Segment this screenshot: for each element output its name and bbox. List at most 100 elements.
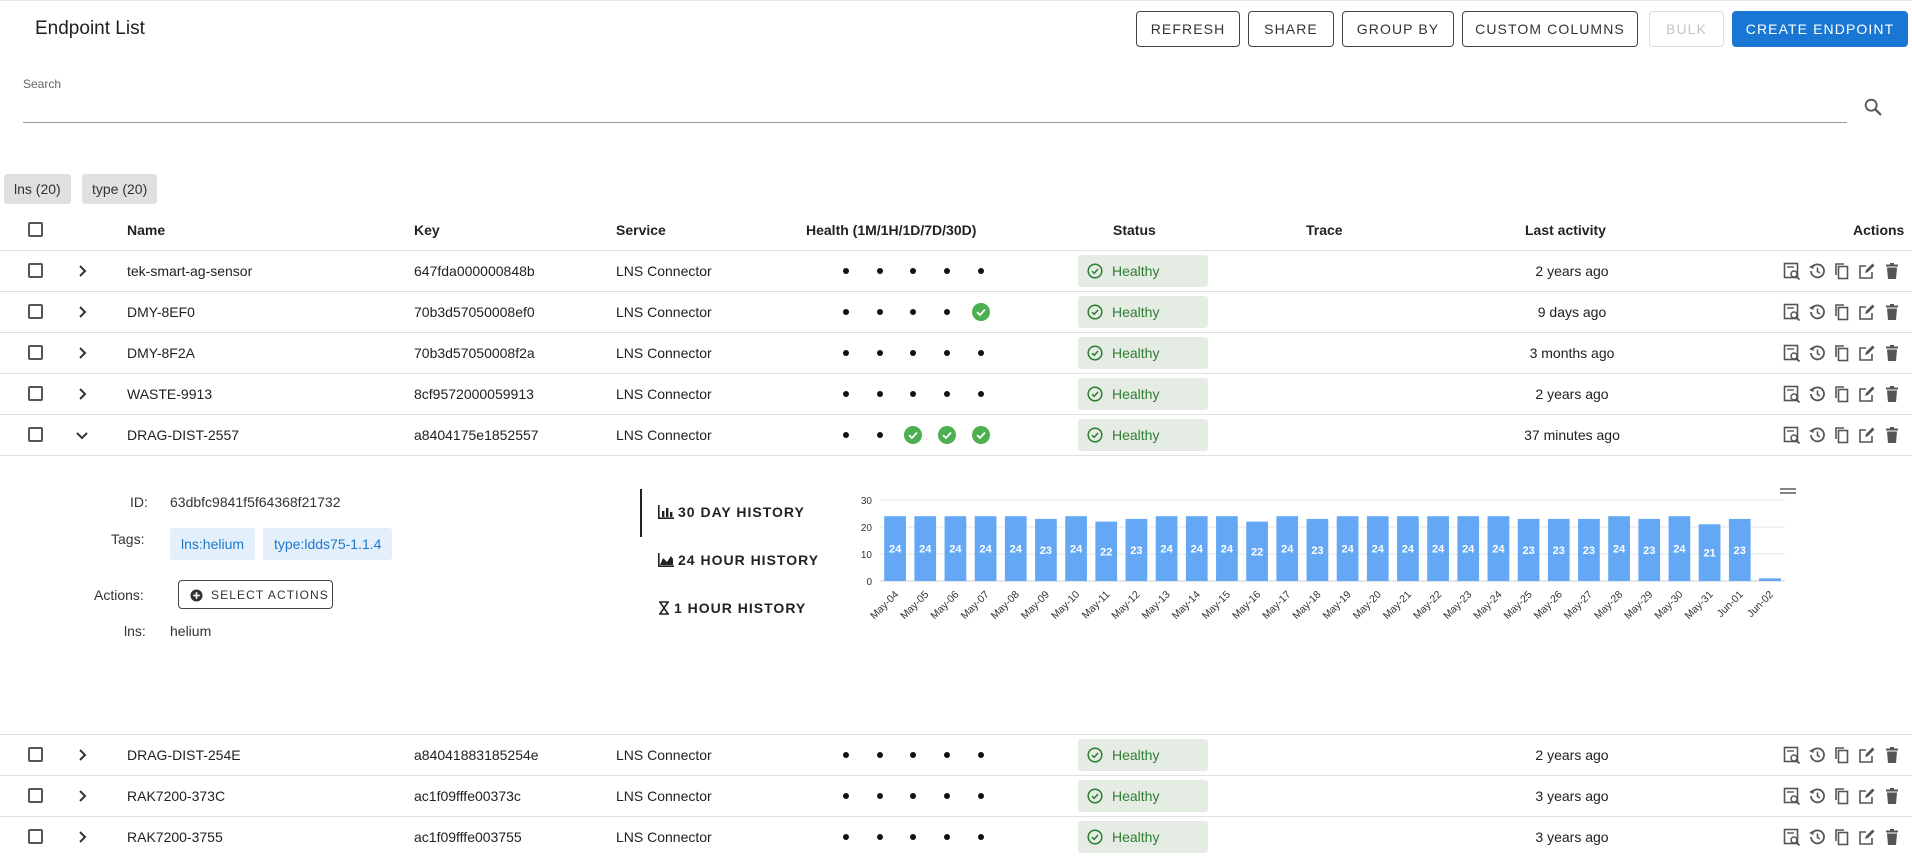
endpoint-name[interactable]: DMY-8EF0: [127, 304, 195, 320]
table-row[interactable]: DMY-8EF0 70b3d57050008ef0 LNS Connector …: [0, 292, 1912, 333]
copy-icon[interactable]: [1832, 343, 1852, 363]
table-row[interactable]: RAK7200-3755 ac1f09fffe003755 LNS Connec…: [0, 817, 1912, 857]
edit-icon[interactable]: [1857, 343, 1877, 363]
chevron-right-icon[interactable]: [74, 263, 90, 279]
endpoint-name[interactable]: RAK7200-3755: [127, 829, 223, 845]
inspect-icon[interactable]: [1782, 786, 1802, 806]
col-name[interactable]: Name: [127, 221, 166, 238]
filter-chip-lns[interactable]: lns (20): [4, 174, 71, 204]
col-health[interactable]: Health (1M/1H/1D/7D/30D): [806, 221, 977, 238]
table-row[interactable]: DRAG-DIST-2557 a8404175e1852557 LNS Conn…: [0, 415, 1912, 456]
edit-icon[interactable]: [1857, 745, 1877, 765]
filter-chip-type[interactable]: type (20): [82, 174, 158, 204]
chart-menu-icon[interactable]: [1780, 484, 1796, 494]
x-tick-label: May-22: [1411, 589, 1444, 622]
chevron-right-icon[interactable]: [74, 829, 90, 845]
delete-icon[interactable]: [1882, 425, 1902, 445]
inspect-icon[interactable]: [1782, 745, 1802, 765]
col-service[interactable]: Service: [616, 221, 666, 238]
history-icon[interactable]: [1807, 425, 1827, 445]
col-last-activity[interactable]: Last activity: [1525, 221, 1606, 238]
tab-1-hour-history[interactable]: 1 HOUR HISTORY: [658, 600, 806, 616]
history-icon[interactable]: [1807, 786, 1827, 806]
col-trace[interactable]: Trace: [1306, 221, 1343, 238]
edit-icon[interactable]: [1857, 384, 1877, 404]
inspect-icon[interactable]: [1782, 302, 1802, 322]
history-icon[interactable]: [1807, 745, 1827, 765]
edit-icon[interactable]: [1857, 261, 1877, 281]
search-input[interactable]: [23, 92, 1847, 122]
row-checkbox[interactable]: [28, 427, 43, 442]
endpoint-name[interactable]: RAK7200-373C: [127, 788, 226, 804]
inspect-icon[interactable]: [1782, 384, 1802, 404]
edit-icon[interactable]: [1857, 786, 1877, 806]
custom-columns-button[interactable]: CUSTOM COLUMNS: [1462, 11, 1638, 47]
row-checkbox[interactable]: [28, 747, 43, 762]
tab-24-hour-history[interactable]: 24 HOUR HISTORY: [658, 552, 819, 568]
endpoint-name[interactable]: DRAG-DIST-2557: [127, 427, 240, 443]
endpoint-name[interactable]: DMY-8F2A: [127, 345, 195, 361]
delete-icon[interactable]: [1882, 384, 1902, 404]
delete-icon[interactable]: [1882, 827, 1902, 847]
bulk-button[interactable]: BULK: [1649, 11, 1724, 47]
chevron-down-icon[interactable]: [74, 427, 90, 443]
chevron-right-icon[interactable]: [74, 345, 90, 361]
endpoint-name[interactable]: WASTE-9913: [127, 386, 213, 402]
edit-icon[interactable]: [1857, 827, 1877, 847]
copy-icon[interactable]: [1832, 786, 1852, 806]
copy-icon[interactable]: [1832, 745, 1852, 765]
row-checkbox[interactable]: [28, 263, 43, 278]
copy-icon[interactable]: [1832, 827, 1852, 847]
table-row[interactable]: DRAG-DIST-254E a84041883185254e LNS Conn…: [0, 735, 1912, 776]
chevron-right-icon[interactable]: [74, 304, 90, 320]
history-icon[interactable]: [1807, 827, 1827, 847]
delete-icon[interactable]: [1882, 786, 1902, 806]
endpoint-name[interactable]: tek-smart-ag-sensor: [127, 263, 253, 279]
col-key[interactable]: Key: [414, 221, 440, 238]
row-checkbox[interactable]: [28, 386, 43, 401]
edit-icon[interactable]: [1857, 425, 1877, 445]
history-icon[interactable]: [1807, 261, 1827, 281]
share-button[interactable]: SHARE: [1248, 11, 1334, 47]
inspect-icon[interactable]: [1782, 827, 1802, 847]
history-icon[interactable]: [1807, 302, 1827, 322]
search-icon[interactable]: [1862, 96, 1884, 118]
delete-icon[interactable]: [1882, 261, 1902, 281]
refresh-button[interactable]: REFRESH: [1136, 11, 1240, 47]
row-checkbox[interactable]: [28, 829, 43, 844]
delete-icon[interactable]: [1882, 302, 1902, 322]
last-activity: 2 years ago: [1535, 386, 1609, 402]
create-endpoint-button[interactable]: CREATE ENDPOINT: [1732, 11, 1908, 47]
select-all-checkbox[interactable]: [28, 221, 43, 237]
copy-icon[interactable]: [1832, 261, 1852, 281]
tab-30-day-history[interactable]: 30 DAY HISTORY: [658, 504, 805, 520]
table-row[interactable]: RAK7200-373C ac1f09fffe00373c LNS Connec…: [0, 776, 1912, 817]
inspect-icon[interactable]: [1782, 343, 1802, 363]
group-by-button[interactable]: GROUP BY: [1342, 11, 1454, 47]
select-actions-button[interactable]: SELECT ACTIONS: [178, 580, 333, 609]
chevron-right-icon[interactable]: [74, 747, 90, 763]
tag-type[interactable]: type:ldds75-1.1.4: [263, 528, 393, 560]
copy-icon[interactable]: [1832, 384, 1852, 404]
x-tick-label: May-31: [1682, 589, 1715, 622]
inspect-icon[interactable]: [1782, 425, 1802, 445]
table-row[interactable]: DMY-8F2A 70b3d57050008f2a LNS Connector …: [0, 333, 1912, 374]
table-row[interactable]: WASTE-9913 8cf9572000059913 LNS Connecto…: [0, 374, 1912, 415]
history-icon[interactable]: [1807, 343, 1827, 363]
endpoint-name[interactable]: DRAG-DIST-254E: [127, 747, 241, 763]
chevron-right-icon[interactable]: [74, 386, 90, 402]
copy-icon[interactable]: [1832, 302, 1852, 322]
inspect-icon[interactable]: [1782, 261, 1802, 281]
row-checkbox[interactable]: [28, 304, 43, 319]
chevron-right-icon[interactable]: [74, 788, 90, 804]
row-checkbox[interactable]: [28, 345, 43, 360]
row-checkbox[interactable]: [28, 788, 43, 803]
edit-icon[interactable]: [1857, 302, 1877, 322]
tag-lns[interactable]: lns:helium: [170, 528, 256, 560]
table-row[interactable]: tek-smart-ag-sensor 647fda000000848b LNS…: [0, 251, 1912, 292]
delete-icon[interactable]: [1882, 343, 1902, 363]
history-icon[interactable]: [1807, 384, 1827, 404]
delete-icon[interactable]: [1882, 745, 1902, 765]
col-status[interactable]: Status: [1113, 221, 1156, 238]
copy-icon[interactable]: [1832, 425, 1852, 445]
